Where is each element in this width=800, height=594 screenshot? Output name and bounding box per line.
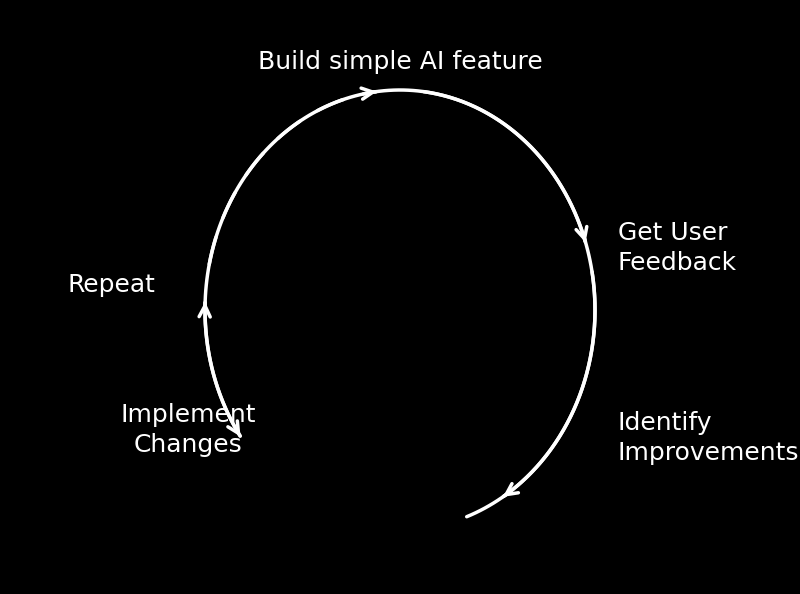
Text: Repeat: Repeat	[67, 273, 155, 297]
Text: Implement
Changes: Implement Changes	[120, 403, 256, 457]
Text: Build simple AI feature: Build simple AI feature	[258, 50, 542, 74]
Text: Get User
Feedback: Get User Feedback	[618, 221, 737, 276]
Text: Identify
Improvements: Identify Improvements	[618, 410, 799, 465]
